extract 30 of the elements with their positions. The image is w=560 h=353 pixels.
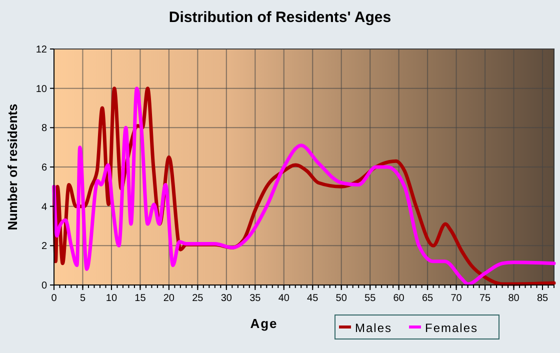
legend-label: Males — [355, 321, 392, 335]
x-tick-label: 60 — [393, 293, 405, 304]
x-tick-label: 75 — [479, 293, 492, 304]
x-tick-label: 30 — [220, 293, 232, 304]
y-tick-label: 4 — [41, 202, 48, 213]
x-tick-label: 25 — [192, 293, 204, 304]
y-tick-label: 0 — [41, 280, 48, 292]
x-tick-label: 50 — [336, 293, 348, 304]
x-tick-label: 5 — [80, 293, 86, 304]
y-tick-label: 10 — [36, 84, 48, 95]
x-tick-label: 0 — [51, 293, 58, 304]
y-tick-label: 6 — [41, 162, 48, 174]
x-tick-label: 20 — [163, 293, 175, 304]
x-tick-label: 15 — [134, 293, 146, 304]
legend-label: Females — [425, 321, 478, 335]
x-tick-label: 80 — [508, 293, 520, 304]
x-tick-label: 70 — [450, 293, 462, 304]
y-tick-label: 8 — [41, 123, 48, 134]
y-tick-label: 2 — [41, 241, 48, 252]
x-tick-label: 35 — [250, 293, 262, 304]
x-tick-label: 45 — [307, 293, 319, 304]
x-tick-label: 10 — [106, 293, 118, 304]
x-tick-label: 55 — [364, 293, 376, 304]
chart-title: Distribution of Residents' Ages — [168, 9, 392, 26]
x-axis-title: Age — [250, 316, 278, 331]
y-axis-title: Number of residents — [5, 104, 20, 230]
x-tick-label: 85 — [536, 293, 549, 304]
x-tick-label: 40 — [278, 293, 290, 304]
y-tick-label: 12 — [36, 44, 48, 56]
x-tick-label: 65 — [422, 293, 434, 304]
